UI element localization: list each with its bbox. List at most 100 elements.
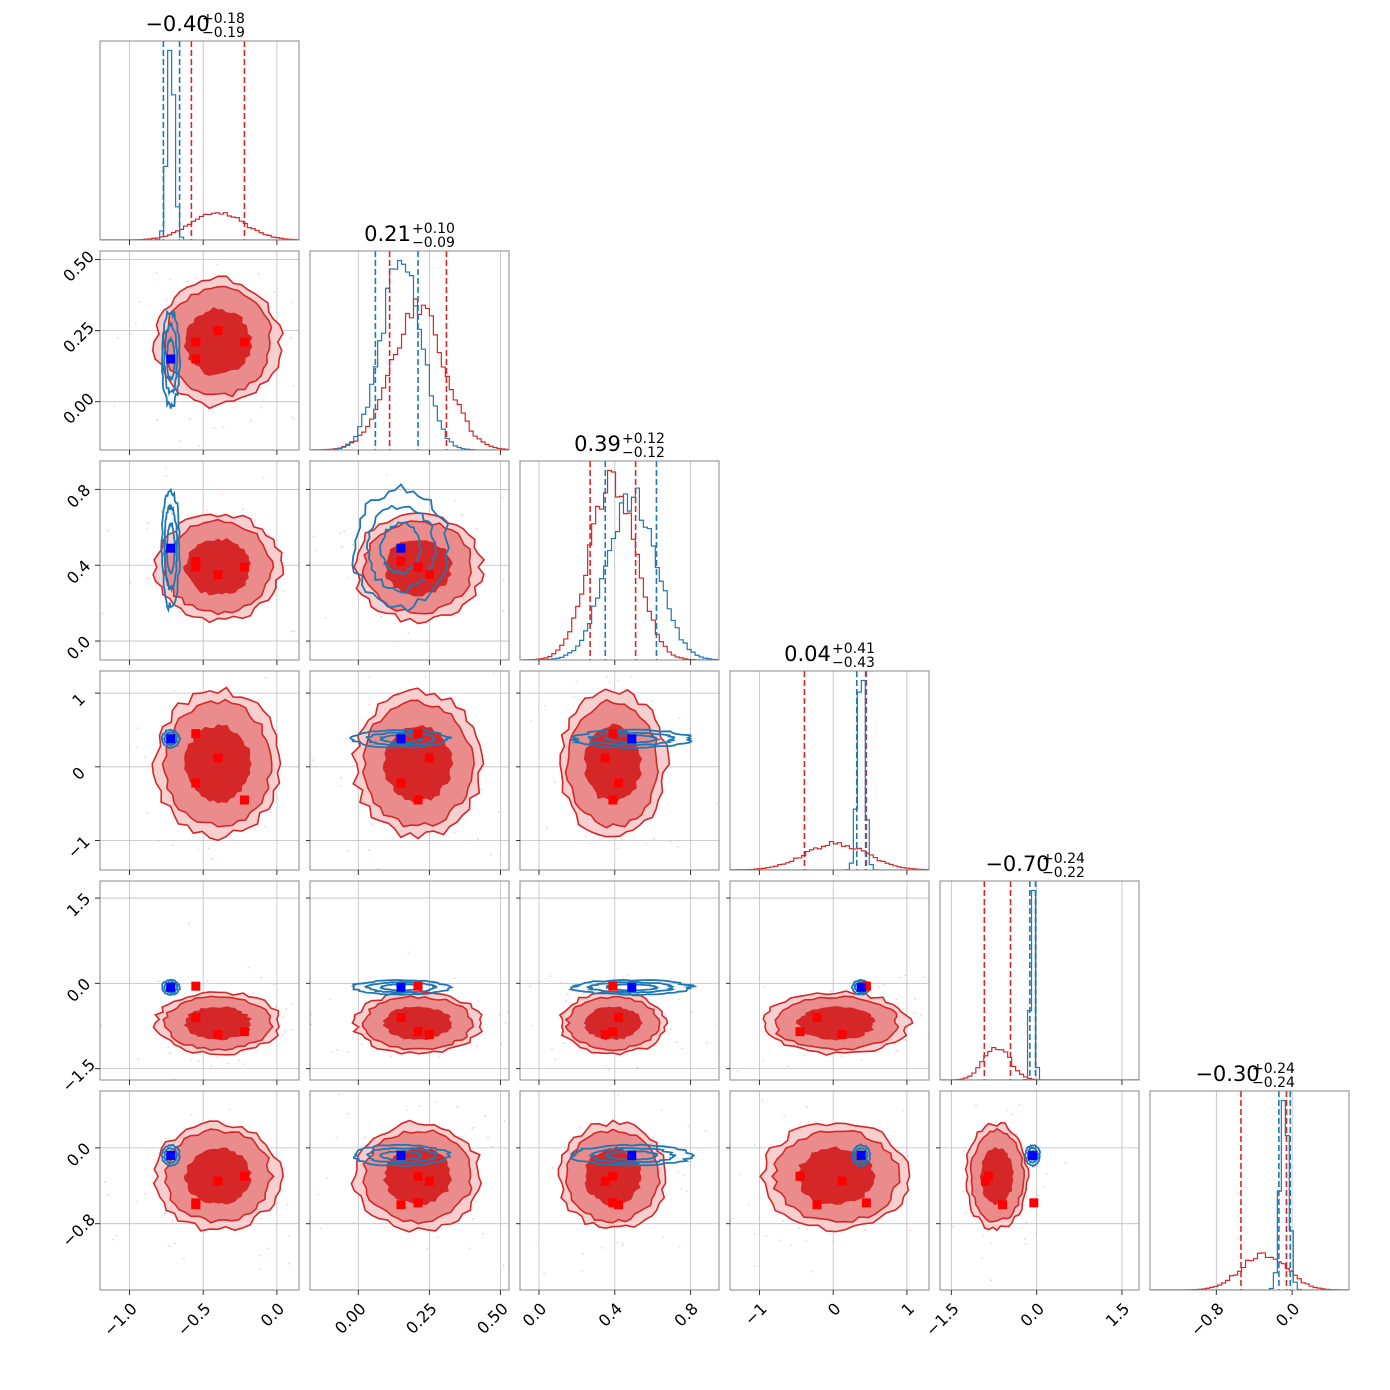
panel-3-1 (306, 670, 510, 958)
sample-point (557, 480, 559, 482)
sample-point (395, 956, 397, 958)
histogram-series-b (940, 889, 1139, 1080)
sample-point (803, 1054, 806, 1057)
sample-point (787, 1065, 790, 1068)
sample-point (909, 1229, 912, 1231)
sample-point (283, 1030, 286, 1033)
sample-point (660, 1109, 663, 1111)
sample-point (1064, 1161, 1067, 1164)
truth-marker-red (614, 1200, 624, 1210)
sample-point (551, 1047, 553, 1050)
sample-point (486, 1028, 488, 1030)
sample-point (778, 1239, 781, 1242)
sample-point (685, 1190, 688, 1192)
panel-3-2 (489, 663, 720, 875)
truth-marker-red (413, 1198, 423, 1208)
sample-point (436, 1236, 439, 1239)
sample-point (290, 1028, 293, 1031)
contour-series-b (378, 521, 423, 576)
sample-point (306, 358, 308, 360)
contour-series-b (603, 1149, 659, 1161)
sample-point (754, 1233, 756, 1236)
sample-point (319, 1073, 321, 1075)
sample-point (347, 1112, 350, 1115)
sample-point (260, 406, 263, 409)
truth-marker-red (413, 729, 423, 739)
sample-point (426, 641, 428, 643)
truth-marker-red (191, 1198, 201, 1208)
sample-point (477, 838, 479, 841)
sample-point (407, 632, 410, 634)
contour-series-b (365, 1147, 438, 1164)
sample-point (174, 1242, 176, 1245)
sample-point (898, 976, 901, 979)
sample-point (301, 997, 303, 999)
contour-series-b (850, 978, 872, 996)
contour-series-b (1024, 1144, 1041, 1168)
sample-point (565, 663, 567, 665)
sample-point (352, 543, 355, 546)
sample-point (515, 751, 517, 753)
contour-series-b (379, 983, 423, 992)
sample-point (337, 981, 339, 983)
sample-point (210, 857, 213, 860)
sample-point (621, 1242, 624, 1245)
panel-frame (309, 460, 510, 661)
contour-series-b (605, 983, 660, 992)
sample-point (704, 1130, 707, 1133)
sample-point (308, 777, 310, 779)
contour-series-b (568, 978, 698, 996)
sample-point (669, 840, 672, 843)
sample-point (312, 759, 314, 761)
x-tick-label: 0.25 (402, 1299, 441, 1338)
truth-marker-red (396, 1200, 406, 1210)
truth-marker-red (191, 981, 201, 991)
panel-frame (99, 1090, 300, 1291)
sample-point (484, 1115, 486, 1117)
contour-series-b (163, 731, 178, 747)
sample-point (543, 1272, 545, 1275)
sample-point (336, 1048, 338, 1051)
sample-point (113, 405, 115, 408)
truth-marker-red (413, 1027, 423, 1037)
sample-point (670, 1028, 672, 1030)
sample-point (762, 1059, 764, 1062)
sample-point (143, 692, 145, 695)
truth-marker-red (812, 1200, 822, 1210)
contour-series-b (586, 981, 676, 994)
sample-point (340, 776, 342, 779)
x-tick-label: 0.0 (1017, 1299, 1048, 1330)
sample-point (392, 874, 394, 876)
sample-point (238, 1059, 241, 1062)
sample-point (385, 1084, 387, 1086)
sample-point (179, 440, 182, 443)
sample-point (215, 1056, 218, 1059)
sample-point (185, 876, 187, 878)
sample-point (146, 522, 149, 525)
sample-point (920, 1013, 923, 1016)
sample-point (974, 1032, 976, 1034)
sample-point (292, 385, 295, 387)
truth-marker-red (213, 1176, 223, 1186)
truth-marker-red (608, 1027, 618, 1037)
truth-marker-red (413, 562, 423, 572)
truth-marker-blue (1028, 1150, 1038, 1160)
histogram-series-a (520, 469, 719, 660)
sample-point (221, 493, 224, 496)
sample-point (717, 1230, 719, 1232)
truth-marker-blue (166, 734, 176, 744)
sample-point (355, 731, 358, 734)
sample-point (783, 1114, 786, 1117)
sample-point (782, 1084, 784, 1086)
panel-5-0: −1.0 −0.5 0.0 −0.8 0.0 (58, 1090, 300, 1340)
sample-point (658, 986, 661, 989)
panel-4-3 (726, 880, 976, 1085)
sample-point (242, 1063, 245, 1066)
sample-point (464, 1213, 467, 1216)
sample-point (989, 1242, 992, 1245)
sample-point (675, 1041, 678, 1044)
sample-point (476, 1045, 479, 1047)
sample-point (489, 823, 491, 825)
sample-point (160, 511, 163, 514)
truth-marker-blue (627, 1150, 637, 1160)
